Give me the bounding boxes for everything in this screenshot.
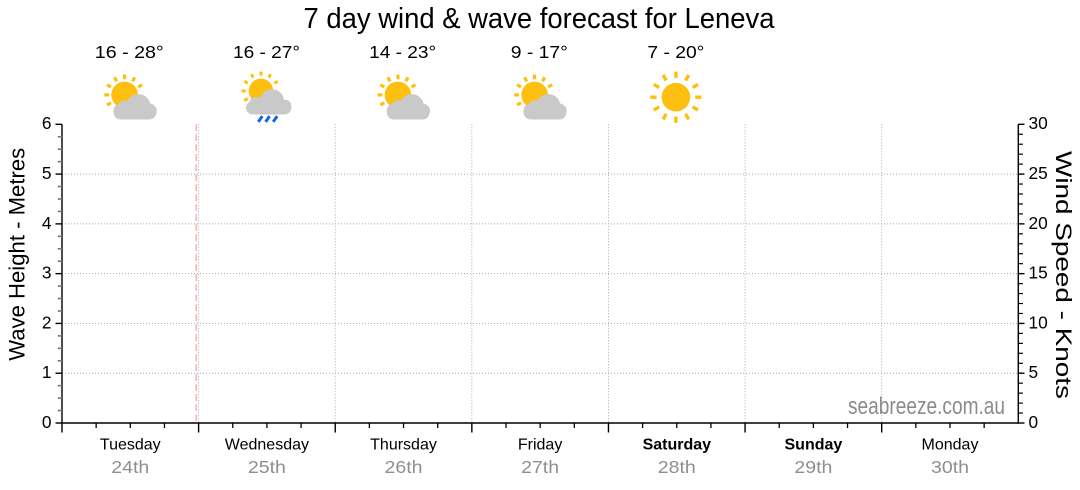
- svg-text:30th: 30th: [931, 457, 969, 477]
- svg-text:30: 30: [1029, 113, 1048, 133]
- svg-text:28th: 28th: [658, 457, 696, 477]
- svg-text:Friday: Friday: [518, 437, 562, 454]
- svg-text:14 - 23°: 14 - 23°: [369, 42, 436, 62]
- svg-text:10: 10: [1029, 312, 1048, 332]
- svg-text:seabreeze.com.au: seabreeze.com.au: [848, 393, 1005, 420]
- svg-text:2: 2: [42, 312, 52, 332]
- svg-text:29th: 29th: [794, 457, 832, 477]
- svg-text:Thursday: Thursday: [370, 437, 437, 454]
- svg-text:9 - 17°: 9 - 17°: [511, 42, 568, 62]
- svg-text:1: 1: [42, 362, 52, 382]
- svg-text:4: 4: [42, 213, 52, 233]
- svg-text:6: 6: [42, 113, 52, 133]
- svg-text:3: 3: [42, 263, 52, 283]
- svg-text:15: 15: [1029, 263, 1048, 283]
- svg-text:Wind Speed - Knots: Wind Speed - Knots: [1051, 151, 1076, 399]
- svg-text:Wave Height - Metres: Wave Height - Metres: [5, 148, 30, 361]
- svg-text:27th: 27th: [521, 457, 559, 477]
- svg-text:16 - 28°: 16 - 28°: [95, 42, 164, 62]
- svg-text:25th: 25th: [248, 457, 286, 477]
- svg-text:5: 5: [1029, 362, 1039, 382]
- svg-text:5: 5: [42, 163, 52, 183]
- svg-text:Tuesday: Tuesday: [100, 437, 161, 454]
- svg-text:0: 0: [1029, 412, 1039, 432]
- svg-text:20: 20: [1029, 213, 1048, 233]
- svg-text:25: 25: [1029, 163, 1048, 183]
- svg-text:Wednesday: Wednesday: [225, 437, 309, 454]
- svg-text:0: 0: [42, 412, 52, 432]
- svg-text:7 - 20°: 7 - 20°: [647, 42, 704, 62]
- svg-text:24th: 24th: [111, 457, 149, 477]
- svg-text:16 - 27°: 16 - 27°: [233, 42, 300, 62]
- svg-text:Saturday: Saturday: [643, 437, 712, 454]
- svg-text:Monday: Monday: [922, 437, 979, 454]
- svg-text:26th: 26th: [385, 457, 423, 477]
- svg-text:Sunday: Sunday: [785, 437, 843, 454]
- svg-text:7 day wind & wave forecast for: 7 day wind & wave forecast for Leneva: [304, 3, 775, 35]
